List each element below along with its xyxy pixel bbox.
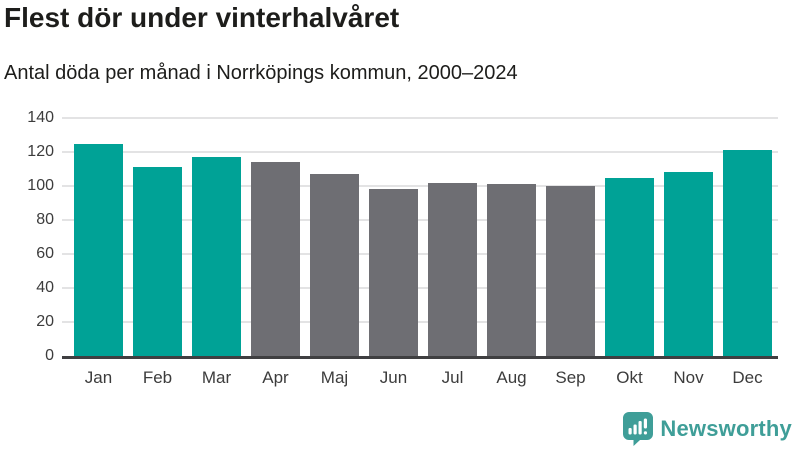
x-label-okt: Okt bbox=[616, 368, 643, 387]
y-tick-label-20: 20 bbox=[36, 313, 54, 330]
x-label-aug: Aug bbox=[496, 368, 527, 387]
bar-dec bbox=[723, 150, 772, 356]
x-label-jan: Jan bbox=[84, 368, 113, 387]
bar-apr bbox=[251, 162, 300, 356]
bar-jan bbox=[74, 143, 123, 356]
bar-aug bbox=[487, 184, 536, 356]
y-tick-label-120: 120 bbox=[27, 143, 54, 160]
y-tick-label-0: 0 bbox=[45, 347, 54, 364]
y-tick-label-140: 140 bbox=[27, 109, 54, 126]
y-tick-label-40: 40 bbox=[36, 279, 54, 296]
x-label-nov: Nov bbox=[673, 368, 704, 387]
brand-footer: Newsworthy bbox=[623, 412, 792, 446]
y-tick-label-100: 100 bbox=[27, 177, 54, 194]
bar-jun bbox=[369, 189, 418, 356]
gridline-140 bbox=[62, 117, 778, 119]
bar-jul bbox=[428, 182, 477, 356]
x-label-maj: Maj bbox=[320, 368, 349, 387]
chart-title: Flest dör under vinterhalvåret bbox=[4, 2, 400, 33]
x-label-dec: Dec bbox=[732, 368, 763, 387]
brand-name: Newsworthy bbox=[660, 416, 792, 441]
gridline-20 bbox=[62, 321, 778, 323]
y-tick-label-60: 60 bbox=[36, 245, 54, 262]
y-tick-label-80: 80 bbox=[36, 211, 54, 228]
gridline-120 bbox=[62, 151, 778, 153]
x-label-mar: Mar bbox=[201, 368, 232, 387]
bar-okt bbox=[605, 177, 654, 356]
gridline-80 bbox=[62, 219, 778, 221]
newsworthy-logo-icon bbox=[623, 412, 654, 446]
x-label-apr: Apr bbox=[262, 368, 289, 387]
bar-maj bbox=[310, 174, 359, 356]
x-axis-line bbox=[62, 356, 778, 359]
gridline-40 bbox=[62, 287, 778, 289]
bar-nov bbox=[664, 172, 713, 356]
bar-sep bbox=[546, 186, 595, 356]
gridline-100 bbox=[62, 185, 778, 187]
x-label-jul: Jul bbox=[441, 368, 464, 387]
x-label-jun: Jun bbox=[379, 368, 408, 387]
x-label-sep: Sep bbox=[555, 368, 586, 387]
bar-feb bbox=[133, 167, 182, 356]
chart-subtitle: Antal döda per månad i Norrköpings kommu… bbox=[4, 62, 518, 84]
gridline-60 bbox=[62, 253, 778, 255]
bar-mar bbox=[192, 157, 241, 356]
x-label-feb: Feb bbox=[142, 368, 173, 387]
